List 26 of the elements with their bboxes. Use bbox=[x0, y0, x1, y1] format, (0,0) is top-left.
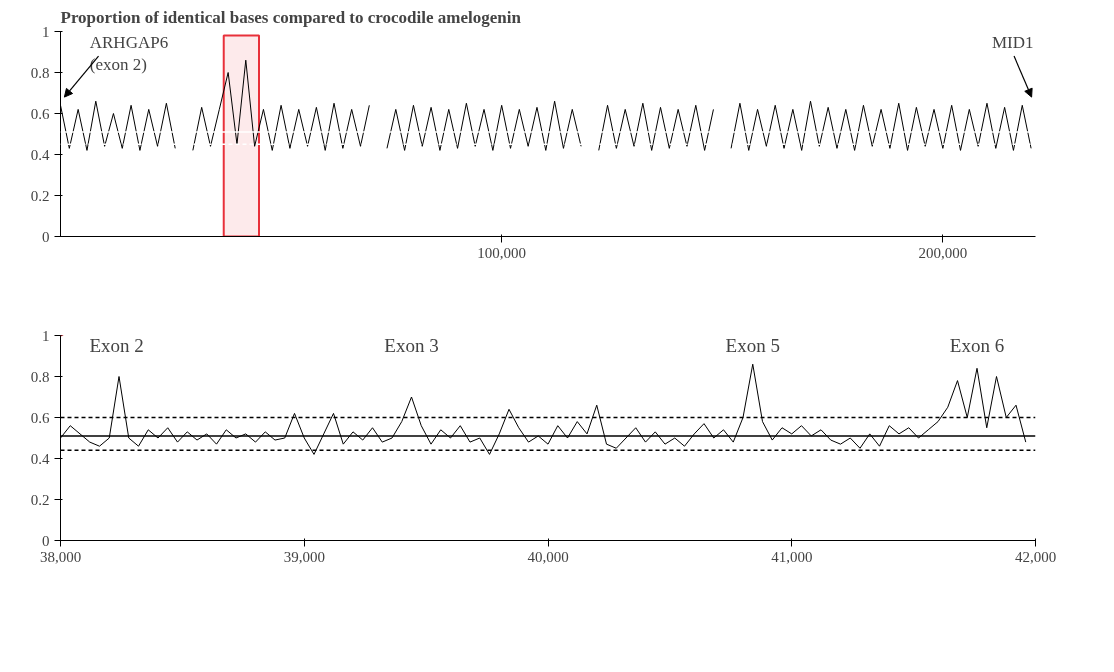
x-tick-label: 42,000 bbox=[1014, 548, 1057, 565]
x-tick-label: 200,000 bbox=[918, 244, 968, 261]
y-tick-label: 0.2 bbox=[30, 491, 50, 508]
y-tick-label: 0.4 bbox=[30, 450, 50, 467]
y-tick-label: 0.8 bbox=[30, 368, 50, 385]
y-tick-label: 1 bbox=[42, 23, 50, 40]
x-tick-label: 41,000 bbox=[771, 548, 813, 565]
x-tick-label: 100,000 bbox=[477, 244, 527, 261]
annotation: MID1 bbox=[992, 32, 1034, 52]
chart-title: Proportion of identical bases compared to crocodile amelogenin bbox=[60, 7, 522, 27]
annotation: Exon 6 bbox=[949, 335, 1005, 357]
y-tick-label: 0.2 bbox=[30, 187, 50, 204]
annotation: Exon 2 bbox=[89, 335, 144, 357]
x-tick-label: 40,000 bbox=[527, 548, 569, 565]
y-tick-label: 1 bbox=[42, 327, 50, 344]
x-tick-label: 39,000 bbox=[283, 548, 325, 565]
annotation: ARHGAP6 (exon 2) bbox=[89, 32, 169, 75]
y-tick-label: 0 bbox=[42, 532, 50, 549]
y-tick-label: 0.6 bbox=[30, 409, 50, 426]
annotation: Exon 5 bbox=[725, 335, 780, 357]
x-tick-label: 38,000 bbox=[39, 548, 82, 565]
y-tick-label: 0 bbox=[42, 228, 50, 245]
y-tick-label: 0.8 bbox=[30, 64, 50, 81]
annotation: Exon 3 bbox=[384, 335, 439, 357]
y-tick-label: 0.4 bbox=[30, 146, 50, 163]
y-tick-label: 0.6 bbox=[30, 105, 50, 122]
